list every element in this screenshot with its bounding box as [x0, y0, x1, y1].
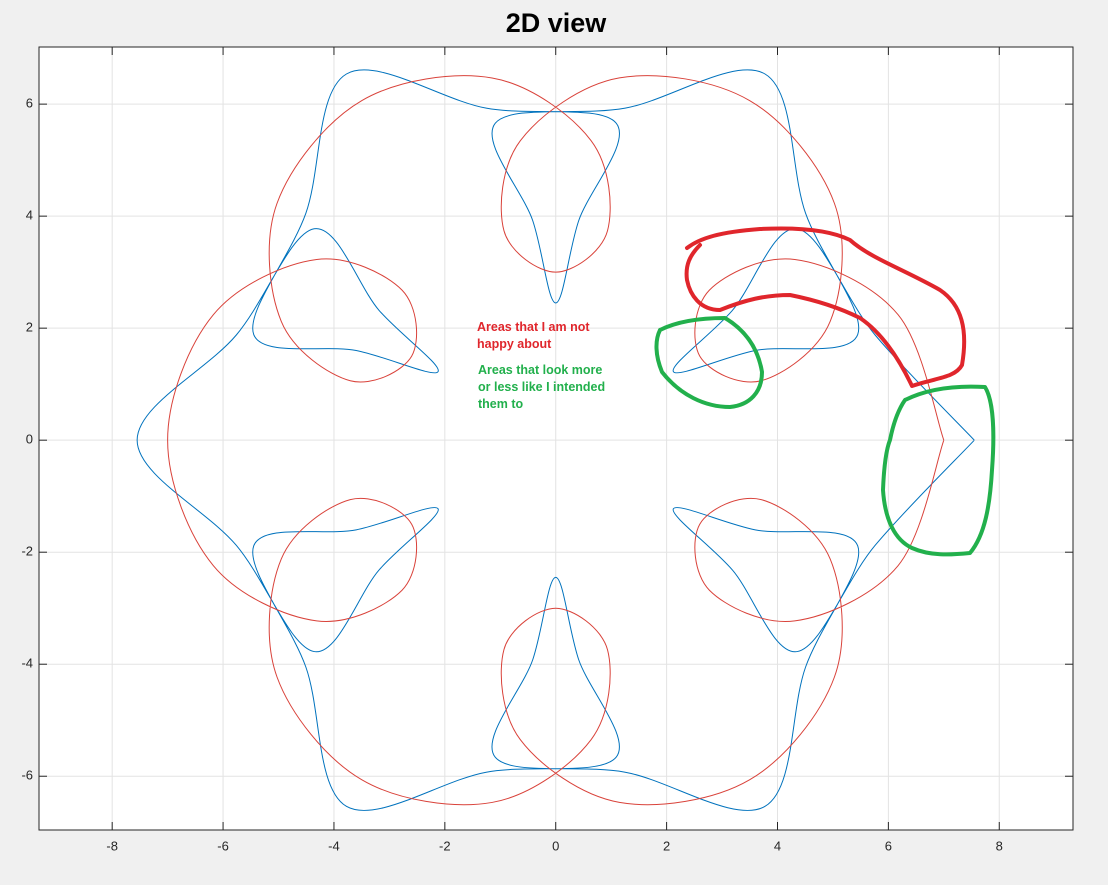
annotation: Areas that look more or less like I inte…: [478, 363, 606, 411]
y-tick-label: 2: [26, 320, 33, 335]
x-tick-label: -8: [106, 838, 118, 853]
x-tick-label: 2: [663, 838, 670, 853]
x-tick-label: -6: [217, 838, 229, 853]
chart-title: 2D view: [506, 8, 608, 38]
annotation: Areas that I am not happy about: [477, 320, 590, 351]
green-outline: [654, 316, 764, 409]
data-line: [136, 69, 975, 811]
x-tick-label: 0: [552, 838, 559, 853]
y-tick-label: -6: [21, 768, 33, 783]
hand-drawn-marks: [654, 226, 996, 557]
x-tick-label: 8: [996, 838, 1003, 853]
ticks: -8 -6 -4 -2 0 2 4 6 8 -6 -4 -2 0 2 4 6: [21, 47, 1073, 853]
x-tick-label: -2: [439, 838, 451, 853]
x-tick-label: -4: [328, 838, 340, 853]
green-outline: [881, 384, 996, 557]
y-tick-label: -4: [21, 656, 33, 671]
grid: [39, 47, 1073, 830]
x-tick-label: 4: [774, 838, 781, 853]
x-tick-label: 6: [885, 838, 892, 853]
red-outline: [684, 226, 967, 388]
y-tick-label: -2: [21, 544, 33, 559]
y-tick-label: 0: [26, 432, 33, 447]
y-tick-label: 6: [26, 96, 33, 111]
lines: [136, 69, 975, 811]
y-tick-label: 4: [26, 208, 33, 223]
data-line: [167, 75, 945, 806]
